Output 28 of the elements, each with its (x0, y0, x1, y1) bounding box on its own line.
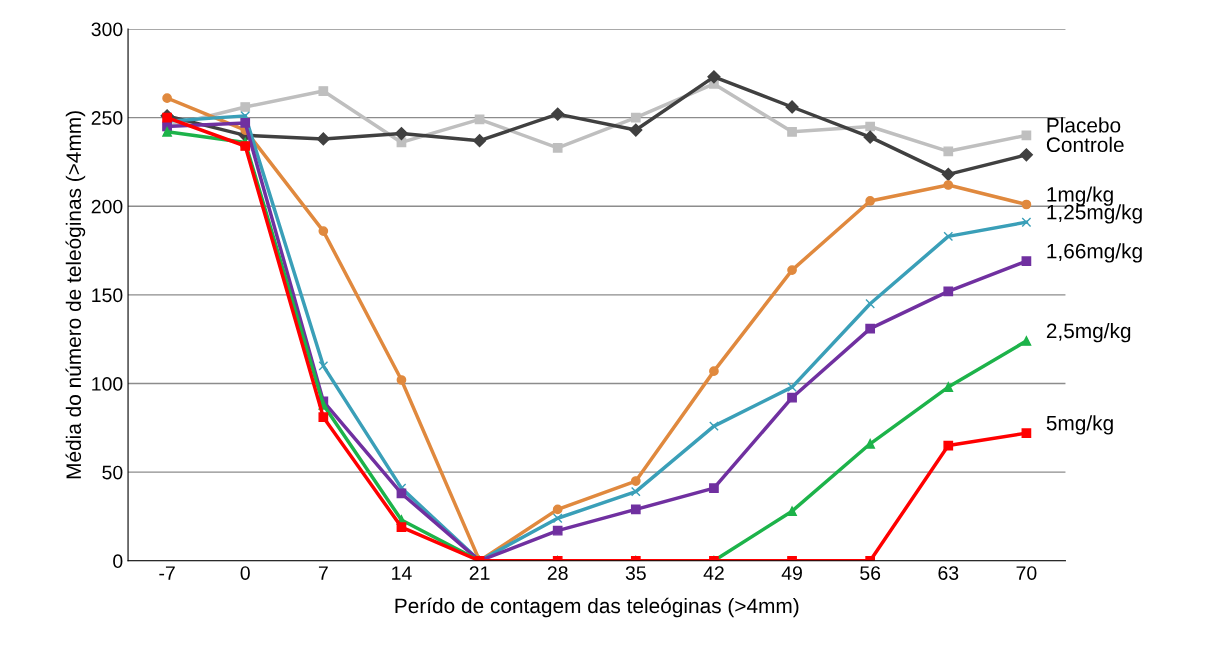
series-label: Placebo (1047, 117, 1121, 133)
y-tick-label: 200 (91, 199, 123, 214)
y-tick-label: 300 (91, 22, 123, 37)
y-tick-label: 100 (92, 377, 123, 391)
series-label: 2,5mg/kg (1046, 322, 1131, 343)
series-label: 1mg/kg (1047, 186, 1113, 206)
x-tick-label: 7 (318, 566, 328, 580)
x-tick-label: 56 (860, 566, 881, 580)
series-label: Controle (1046, 136, 1124, 153)
y-tick-label: 250 (91, 111, 123, 125)
x-tick-label: -7 (159, 566, 175, 580)
series-label: 1,25mg/kg (1047, 204, 1142, 224)
x-tick-label: 35 (625, 566, 646, 580)
x-tick-label: 49 (781, 566, 802, 580)
x-tick-label: 14 (392, 566, 412, 580)
series-label: 5mg/kg (1046, 415, 1113, 435)
y-tick-label: 50 (102, 465, 123, 480)
x-tick-label: 21 (469, 566, 490, 580)
y-axis-title: Média do número de teleóginas (>4mm) (65, 111, 86, 479)
x-tick-label: 70 (1016, 566, 1037, 580)
y-tick-label: 150 (92, 288, 123, 303)
x-tick-label: 42 (703, 566, 724, 580)
x-tick-label: 28 (547, 566, 568, 580)
y-tick-label: 0 (113, 554, 123, 569)
series-label: 1,66mg/kg (1047, 243, 1142, 263)
x-tick-label: 0 (240, 566, 250, 580)
x-axis-title: Perído de contagem das teleóginas (>4mm) (395, 597, 799, 618)
x-tick-label: 63 (938, 566, 959, 580)
